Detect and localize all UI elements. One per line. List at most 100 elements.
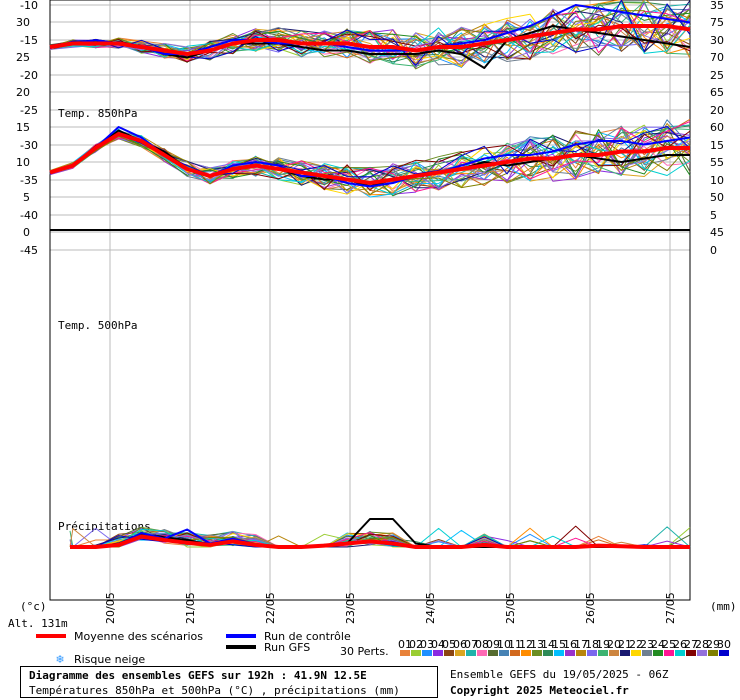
left-tick-label: -30 [20, 139, 38, 152]
pert-swatch [543, 650, 553, 656]
left-tick-label: 15 [16, 121, 30, 134]
chart-title: Diagramme des ensembles GEFS sur 192h : … [29, 669, 367, 682]
member-850-line [49, 123, 691, 192]
member-850-line [49, 129, 691, 197]
pert-number-label: 26 [673, 638, 687, 651]
pert-number-label: 10 [497, 638, 511, 651]
pert-number-label: 08 [475, 638, 489, 651]
pert-swatch [653, 650, 663, 656]
control-500-line [49, 4, 691, 55]
mean-850-line [49, 132, 690, 185]
pert-number-label: 28 [695, 638, 709, 651]
legend-mean-label: Moyenne des scénarios [74, 630, 203, 643]
snowflake-icon: ❄ [55, 653, 64, 666]
mean-500-line [49, 24, 691, 56]
right-tick-label: 75 [710, 16, 724, 29]
pert-swatch [411, 650, 421, 656]
pert-number-label: 19 [596, 638, 610, 651]
pert-swatch [400, 650, 410, 656]
left-tick-label: -25 [20, 104, 38, 117]
ensemble-members [49, 0, 691, 548]
pert-number-label: 23 [640, 638, 654, 651]
plot-frame [49, 0, 691, 601]
pert-swatch [576, 650, 586, 656]
right-tick-label: 10 [710, 174, 724, 187]
pert-swatch [675, 650, 685, 656]
pert-swatch [521, 650, 531, 656]
pert-number-label: 01 [398, 638, 412, 651]
left-tick-label: -35 [20, 174, 38, 187]
pert-number-label: 15 [552, 638, 566, 651]
mean-precip-line [70, 534, 690, 549]
left-tick-label: 0 [23, 226, 30, 239]
pert-number-label: 12 [519, 638, 533, 651]
pert-swatch [708, 650, 718, 656]
pert-swatch [532, 650, 542, 656]
pert-number-label: 22 [629, 638, 643, 651]
pert-swatch [433, 650, 443, 656]
pert-number-label: 17 [574, 638, 588, 651]
legend-snow-label: Risque neige [74, 653, 145, 666]
left-tick-label: -45 [20, 244, 38, 257]
right-tick-label: 70 [710, 51, 724, 64]
pert-number-label: 27 [684, 638, 698, 651]
pert-number-label: 05 [442, 638, 456, 651]
date-label: 27/05 [664, 592, 677, 624]
right-tick-label: 35 [710, 0, 724, 12]
right-tick-label: 55 [710, 156, 724, 169]
panel-label-850: Temp. 850hPa [58, 107, 137, 120]
left-tick-label: 25 [16, 51, 30, 64]
pert-number-label: 14 [541, 638, 555, 651]
pert-number-label: 16 [563, 638, 577, 651]
pert-number-label: 24 [651, 638, 665, 651]
pert-number-label: 18 [585, 638, 599, 651]
left-tick-label: -15 [20, 34, 38, 47]
left-tick-label: 10 [16, 156, 30, 169]
pert-swatch [477, 650, 487, 656]
pert-swatch [642, 650, 652, 656]
member-500-line [49, 0, 691, 66]
right-tick-label: 50 [710, 191, 724, 204]
left-unit-label: (°c) [20, 600, 47, 613]
date-label: 22/05 [264, 592, 277, 624]
pert-swatch [499, 650, 509, 656]
pert-swatch [488, 650, 498, 656]
panel-label-precip: Précipitations [58, 520, 151, 533]
right-tick-label: 20 [710, 104, 724, 117]
date-label: 20/05 [104, 592, 117, 624]
copyright: Copyright 2025 Meteociel.fr [450, 684, 629, 697]
pert-swatch [466, 650, 476, 656]
pert-swatch [598, 650, 608, 656]
pert-swatch [422, 650, 432, 656]
pert-number-label: 07 [464, 638, 478, 651]
pert-swatch [719, 650, 729, 656]
left-tick-label: 5 [23, 191, 30, 204]
pert-number-label: 13 [530, 638, 544, 651]
pert-swatch [554, 650, 564, 656]
pert-number-label: 06 [453, 638, 467, 651]
right-tick-label: 30 [710, 34, 724, 47]
right-tick-label: 15 [710, 139, 724, 152]
pert-swatch [686, 650, 696, 656]
pert-swatch [664, 650, 674, 656]
pert-swatch [444, 650, 454, 656]
date-label: 24/05 [424, 592, 437, 624]
pert-number-label: 21 [618, 638, 632, 651]
left-tick-label: -40 [20, 209, 38, 222]
left-tick-label: -10 [20, 0, 38, 12]
pert-swatch [565, 650, 575, 656]
altitude-label: Alt. 131m [8, 617, 68, 630]
pert-swatch [609, 650, 619, 656]
legend-perts-label: 30 Perts. [340, 645, 389, 658]
pert-number-label: 04 [431, 638, 445, 651]
pert-swatch [620, 650, 630, 656]
right-tick-label: 65 [710, 86, 724, 99]
pert-swatch [587, 650, 597, 656]
member-500-line [49, 1, 691, 70]
panel-label-500: Temp. 500hPa [58, 319, 137, 332]
run-info: Ensemble GEFS du 19/05/2025 - 06Z [450, 668, 669, 681]
chart-subtitle: Températures 850hPa et 500hPa (°C) , pré… [29, 684, 400, 697]
right-tick-label: 45 [710, 226, 724, 239]
pert-number-label: 20 [607, 638, 621, 651]
